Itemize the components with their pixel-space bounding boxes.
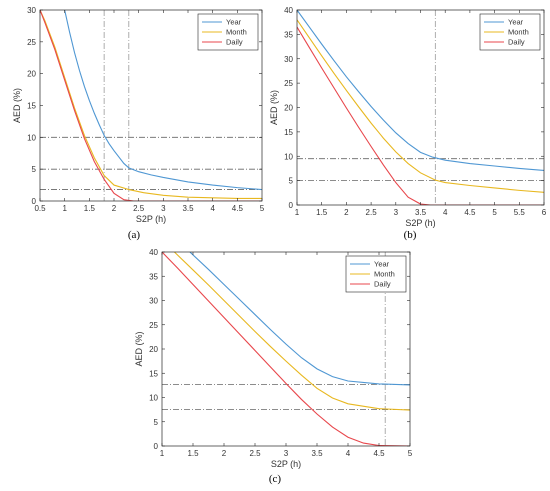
x-axis-label: S2P (h) xyxy=(271,459,301,469)
x-tick-label: 1.5 xyxy=(84,204,96,213)
series-line-year xyxy=(64,10,262,191)
legend-box xyxy=(479,13,541,51)
y-axis-label: AED (%) xyxy=(134,331,144,366)
reference-lines xyxy=(40,10,262,201)
x-tick-label: 3.5 xyxy=(182,204,194,213)
y-tick-label: 35 xyxy=(284,30,293,39)
x-tick-label: 4 xyxy=(210,204,215,213)
legend-entry-daily: Daily xyxy=(374,280,391,289)
x-tick-label: 1 xyxy=(62,204,67,213)
y-tick-label: 25 xyxy=(284,79,293,88)
panel-label: (c) xyxy=(269,473,282,485)
legend-entry-year: Year xyxy=(374,260,390,269)
reference-lines xyxy=(297,10,544,205)
x-tick-label: 5 xyxy=(492,208,497,217)
y-tick-label: 10 xyxy=(284,152,293,161)
y-tick-label: 40 xyxy=(284,6,293,15)
legend-entry-month: Month xyxy=(374,270,395,279)
y-tick-label: 5 xyxy=(289,177,294,186)
series-line-year xyxy=(189,252,410,386)
y-tick-label: 10 xyxy=(149,394,158,403)
chart-panel-3: 1 1.5 2 2.5 3 3.5 4 4.5 5 0 5 10 15 20 25 30 35 40 S2P (h)… xyxy=(134,248,413,485)
x-tick-label: 2.5 xyxy=(249,449,261,458)
series-line-month xyxy=(40,10,262,199)
y-tick-label: 20 xyxy=(149,345,158,354)
y-tick-label: 15 xyxy=(27,102,36,111)
y-tick-label: 35 xyxy=(149,272,158,281)
x-axis-label: S2P (h) xyxy=(136,214,166,224)
series-line-month xyxy=(174,252,410,411)
x-tick-label: 1.5 xyxy=(187,449,199,458)
panel-label: (b) xyxy=(404,229,417,241)
x-tick-label: 4 xyxy=(443,208,448,217)
series-line-year xyxy=(297,10,544,171)
legend-entry-daily: Daily xyxy=(226,38,243,47)
y-tick-label: 25 xyxy=(27,38,36,47)
y-tick-label: 5 xyxy=(154,418,159,427)
x-tick-label: 2.5 xyxy=(366,208,378,217)
x-tick-label: 3.5 xyxy=(415,208,427,217)
x-tick-label: 2 xyxy=(112,204,117,213)
legend-entry-daily: Daily xyxy=(508,38,525,47)
x-tick-label: 4.5 xyxy=(232,204,244,213)
x-tick-label: 3 xyxy=(161,204,166,213)
x-tick-label: 4 xyxy=(346,449,351,458)
series-group xyxy=(162,252,410,446)
y-tick-label: 25 xyxy=(149,321,158,330)
series-line-daily xyxy=(162,252,410,446)
panel-label: (a) xyxy=(128,229,141,241)
y-tick-label: 20 xyxy=(284,104,293,113)
y-tick-label: 20 xyxy=(27,70,36,79)
reference-lines xyxy=(162,252,410,446)
x-tick-label: 2 xyxy=(222,449,227,458)
y-tick-label: 0 xyxy=(289,201,294,210)
legend-entry-month: Month xyxy=(226,28,247,37)
x-tick-label: 2.5 xyxy=(133,204,145,213)
chart-panel-2: 1 1.5 2 2.5 3 3.5 4 4.5 5 5.5 6 0 5 10 15 20 25 30 35 40 S2P… xyxy=(269,6,547,241)
x-tick-label: 3.5 xyxy=(311,449,323,458)
y-tick-label: 30 xyxy=(149,297,158,306)
x-tick-label: 5 xyxy=(408,449,413,458)
y-tick-label: 5 xyxy=(32,165,37,174)
y-tick-label: 30 xyxy=(27,6,36,15)
y-axis-label: AED (%) xyxy=(12,88,22,123)
legend-entry-month: Month xyxy=(508,28,529,37)
y-tick-label: 0 xyxy=(154,442,159,451)
x-tick-label: 0.5 xyxy=(34,204,46,213)
y-tick-label: 15 xyxy=(149,369,158,378)
series-line-daily xyxy=(40,10,262,201)
legend-entry-year: Year xyxy=(508,18,524,27)
chart-panel-1: 0.5 1 1.5 2 2.5 3 3.5 4 4.5 5 0 5 10 15 20 25 30 S2P (h) A… xyxy=(12,6,265,241)
x-tick-label: 4.5 xyxy=(373,449,385,458)
x-tick-label: 5.5 xyxy=(514,208,526,217)
legend-entry-year: Year xyxy=(226,18,242,27)
y-tick-label: 15 xyxy=(284,128,293,137)
x-tick-label: 5 xyxy=(260,204,265,213)
y-axis-label: AED (%) xyxy=(269,90,279,125)
x-tick-label: 3 xyxy=(284,449,289,458)
y-tick-label: 30 xyxy=(284,55,293,64)
series-group xyxy=(40,10,262,201)
x-tick-label: 4.5 xyxy=(464,208,476,217)
x-tick-label: 6 xyxy=(542,208,547,217)
x-axis-label: S2P (h) xyxy=(405,218,435,228)
x-tick-label: 1 xyxy=(295,208,300,217)
x-tick-label: 2 xyxy=(344,208,349,217)
x-tick-label: 1.5 xyxy=(316,208,328,217)
y-tick-label: 10 xyxy=(27,133,36,142)
y-tick-label: 40 xyxy=(149,248,158,257)
y-tick-label: 0 xyxy=(32,197,37,206)
series-line-month xyxy=(297,19,544,193)
x-tick-label: 1 xyxy=(160,449,165,458)
x-tick-label: 3 xyxy=(394,208,399,217)
